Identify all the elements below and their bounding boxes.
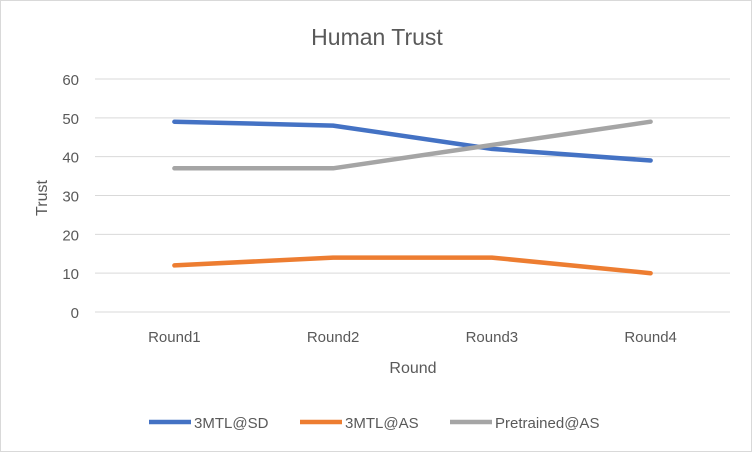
- y-tick-label: 50: [62, 111, 79, 128]
- legend-label: Pretrained@AS: [495, 415, 599, 432]
- y-tick-labels: 0 10 20 30 40 50 60: [62, 72, 79, 322]
- gridlines: [95, 78, 730, 313]
- y-axis-label: Trust: [34, 180, 51, 216]
- legend-item: 3MTL@AS: [300, 415, 419, 432]
- y-tick-label: 30: [62, 189, 79, 206]
- y-tick-label: 20: [62, 227, 79, 244]
- series-line-0: [172, 119, 653, 163]
- legend: 3MTL@SD 3MTL@AS Pretrained@AS: [149, 415, 599, 432]
- series-lines: [172, 119, 653, 276]
- y-tick-label: 60: [62, 72, 79, 89]
- y-tick-label: 40: [62, 150, 79, 167]
- legend-label: 3MTL@AS: [345, 415, 419, 432]
- legend-item: Pretrained@AS: [450, 415, 599, 432]
- y-tick-label: 0: [71, 305, 79, 322]
- x-tick-label: Round2: [307, 329, 360, 346]
- x-tick-label: Round4: [624, 329, 677, 346]
- x-tick-label: Round1: [148, 329, 201, 346]
- chart-title: Human Trust: [311, 24, 443, 50]
- y-tick-label: 10: [62, 266, 79, 283]
- x-axis-label: Round: [389, 360, 436, 377]
- x-tick-labels: Round1 Round2 Round3 Round4: [148, 329, 677, 346]
- series-line-1: [172, 255, 653, 276]
- x-tick-label: Round3: [466, 329, 519, 346]
- series-line-2: [172, 119, 653, 171]
- legend-label: 3MTL@SD: [194, 415, 269, 432]
- legend-item: 3MTL@SD: [149, 415, 269, 432]
